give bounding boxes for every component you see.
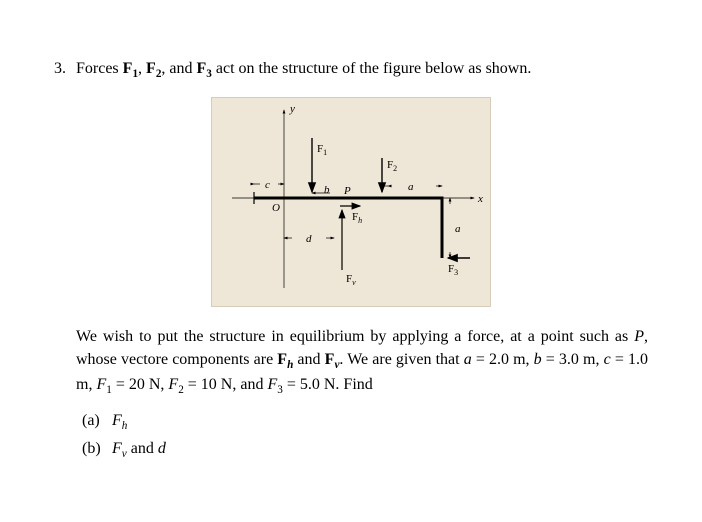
eq-c: c xyxy=(604,351,611,368)
text: = 3.0 m, xyxy=(542,351,604,368)
eq-b: b xyxy=(534,351,542,368)
point-p: P xyxy=(634,328,644,345)
d-symbol: d xyxy=(158,440,166,457)
fh-label: Fh xyxy=(352,211,362,225)
sub-label: (b) xyxy=(82,437,108,462)
problem-number: 3. xyxy=(54,58,76,80)
fv-symbol: Fv xyxy=(112,440,127,457)
fh-symbol: Fh xyxy=(277,351,293,368)
eq-f3: F xyxy=(267,376,277,393)
figure-container: x y O F1 F2 F3 P Fh Fv c xyxy=(54,97,648,307)
text: = 2.0 m, xyxy=(472,351,534,368)
force-symbol: F3 xyxy=(197,60,212,77)
text: , and xyxy=(161,60,196,77)
sub-label: (a) xyxy=(82,409,108,434)
axis-x-label: x xyxy=(477,193,483,205)
fv-symbol: Fv xyxy=(325,351,340,368)
sub-b: (b) Fv and d xyxy=(82,437,648,464)
sub-questions: (a) Fh (b) Fv and d xyxy=(54,409,648,464)
structure-figure: x y O F1 F2 F3 P Fh Fv c xyxy=(211,97,491,307)
dim-d: d xyxy=(306,233,312,245)
text: = 20 N, xyxy=(112,376,169,393)
eq-a: a xyxy=(464,351,472,368)
text: = 10 N, xyxy=(184,376,241,393)
dim-a-top: a xyxy=(408,181,414,193)
problem-statement: 3.Forces F1, F2, and F3 act on the struc… xyxy=(54,58,648,83)
text: = 5.0 N. xyxy=(283,376,344,393)
text: . We are given that xyxy=(339,351,463,368)
text: Forces xyxy=(76,60,123,77)
structure-beam xyxy=(254,198,442,258)
eq-f2: F xyxy=(168,376,178,393)
p-label: P xyxy=(343,185,351,197)
dim-a-side: a xyxy=(455,223,461,235)
fv-label: Fv xyxy=(346,273,356,287)
dim-c: c xyxy=(265,179,270,191)
f2-label: F2 xyxy=(387,159,397,173)
f3-label: F3 xyxy=(448,263,458,277)
text: Find xyxy=(343,376,372,393)
problem-paragraph: We wish to put the structure in equilibr… xyxy=(54,325,648,399)
dim-b: b xyxy=(324,184,330,196)
origin-label: O xyxy=(272,202,280,214)
text: act on the structure of the figure below… xyxy=(212,60,531,77)
text: and xyxy=(293,351,324,368)
text: , xyxy=(138,60,146,77)
force-symbol: F2 xyxy=(146,60,161,77)
f1-label: F1 xyxy=(317,143,327,157)
fh-symbol: Fh xyxy=(112,412,127,429)
text: We wish to put the structure in equilibr… xyxy=(76,328,634,345)
eq-f1: F xyxy=(96,376,106,393)
axis-y-label: y xyxy=(289,103,295,115)
sub-a: (a) Fh xyxy=(82,409,648,436)
force-symbol: F1 xyxy=(123,60,138,77)
text: and xyxy=(127,440,158,457)
text: and xyxy=(240,376,267,393)
